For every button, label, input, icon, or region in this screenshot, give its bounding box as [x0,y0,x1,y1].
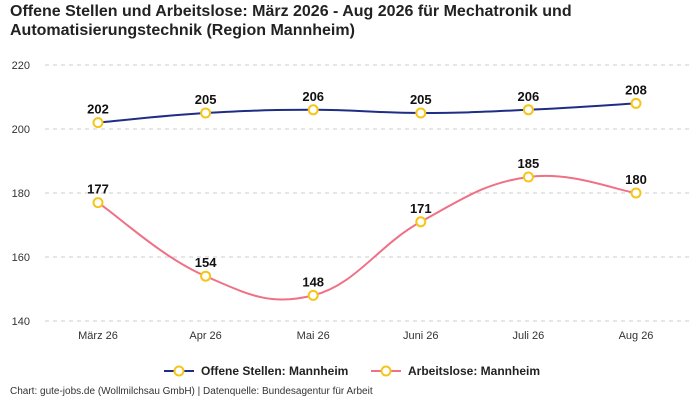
data-point[interactable] [415,216,427,228]
x-tick-label: Apr 26 [189,330,221,342]
series-line-0 [97,102,637,124]
series-lines [97,102,637,301]
data-point[interactable] [522,104,534,116]
x-tick-label: Juni 26 [403,330,438,342]
data-label: 206 [302,89,324,104]
y-axis: 140 160 180 200 220 [12,60,30,328]
data-label: 205 [410,92,432,107]
data-label: 206 [518,89,540,104]
x-tick-label: Juli 26 [513,330,545,342]
x-tick-label: Mai 26 [297,330,330,342]
legend-item-0[interactable]: Offene Stellen: Mannheim [164,364,348,378]
data-point[interactable] [307,289,319,301]
data-labels: 202 205 206 205 206 208 177 154 148 171 185 180 [87,82,647,289]
y-tick-label: 180 [12,188,30,200]
data-point[interactable] [415,107,427,119]
data-label: 208 [625,82,647,97]
data-point[interactable] [522,171,534,183]
x-tick-label: März 26 [78,330,118,342]
data-label: 180 [625,172,647,187]
y-tick-label: 220 [12,60,30,72]
chart-title: Offene Stellen und Arbeitslose: März 202… [10,3,572,39]
data-label: 148 [302,274,324,289]
x-tick-label: Aug 26 [619,330,654,342]
legend[interactable]: Offene Stellen: Mannheim Arbeitslose: Man… [164,364,540,378]
y-tick-label: 160 [12,252,30,264]
data-label: 202 [87,102,109,117]
series-line-1 [97,175,637,301]
y-tick-label: 200 [12,124,30,136]
legend-swatch-marker [173,365,185,377]
legend-swatch-marker [380,365,392,377]
data-point[interactable] [307,104,319,116]
data-label: 185 [518,156,540,171]
data-point[interactable] [630,187,642,199]
data-point[interactable] [200,107,212,119]
y-tick-label: 140 [12,316,30,328]
legend-label: Offene Stellen: Mannheim [201,364,348,378]
data-label: 177 [87,182,109,197]
legend-label: Arbeitslose: Mannheim [408,364,540,378]
x-axis: März 26 Apr 26 Mai 26 Juni 26 Juli 26 Aug 26 [78,330,653,342]
data-label: 205 [195,92,217,107]
grid-lines [45,64,690,322]
data-point[interactable] [92,117,104,129]
chart-footer: Chart: gute-jobs.de (Wollmilchsau GmbH) … [10,386,373,397]
data-point[interactable] [200,270,212,282]
data-label: 154 [195,255,217,270]
series-markers [92,97,642,301]
data-point[interactable] [92,197,104,209]
data-point[interactable] [630,97,642,109]
data-label: 171 [410,201,432,216]
legend-item-1[interactable]: Arbeitslose: Mannheim [371,364,540,378]
